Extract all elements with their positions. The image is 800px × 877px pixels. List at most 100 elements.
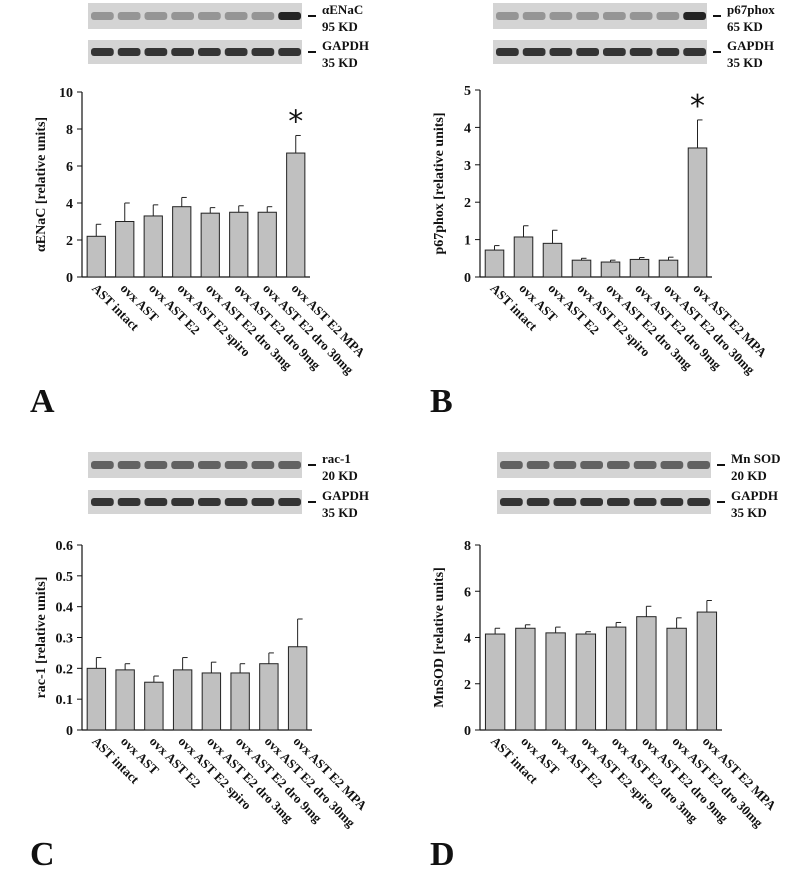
- error-bar: [524, 624, 531, 629]
- bar: [259, 663, 279, 731]
- bar: [484, 249, 505, 278]
- blot-band: [117, 461, 141, 469]
- blot-label: GAPDH: [731, 488, 778, 503]
- error-bar: [153, 675, 159, 683]
- blot-band: [553, 461, 577, 469]
- blot-band: [144, 498, 168, 506]
- blot-band: [633, 461, 657, 469]
- bar: [687, 147, 708, 278]
- y-axis-label: αENaC [relative units]: [34, 117, 49, 252]
- blot-band: [603, 12, 626, 20]
- bar: [515, 627, 536, 731]
- y-tick-label: 8: [464, 539, 471, 554]
- blot-band: [224, 498, 248, 506]
- annotation: *: [690, 89, 705, 124]
- error-bar: [295, 134, 301, 154]
- error-bar: [523, 225, 529, 237]
- bar: [257, 211, 277, 278]
- bar: [571, 259, 592, 278]
- blot-label: αENaC: [322, 2, 363, 17]
- error-bar: [124, 663, 131, 670]
- error-bar: [181, 196, 187, 207]
- error-bar: [581, 257, 587, 261]
- blot-band: [607, 461, 630, 469]
- y-tick-label: 0: [66, 724, 73, 739]
- blot-band: [278, 461, 301, 469]
- blot-label: GAPDH: [322, 488, 369, 503]
- blot-band: [144, 48, 168, 56]
- y-tick-label: 0.3: [56, 632, 74, 647]
- bar: [696, 611, 718, 731]
- blot-band: [576, 48, 599, 56]
- y-tick-label: 4: [464, 632, 471, 647]
- error-bar: [239, 663, 246, 673]
- blot-band: [251, 461, 275, 469]
- panel-letter: A: [30, 383, 55, 420]
- blot-band: [198, 461, 221, 469]
- blot-band: [633, 498, 657, 506]
- bar: [201, 672, 222, 731]
- y-tick-label: 4: [464, 121, 471, 136]
- blot-label: p67phox: [727, 2, 775, 17]
- error-bar: [697, 119, 703, 148]
- error-bar: [639, 257, 645, 260]
- bar: [484, 633, 506, 731]
- y-tick-label: 0: [66, 271, 73, 286]
- error-bar: [645, 605, 652, 617]
- y-tick-label: 3: [464, 159, 471, 174]
- blot-size: 20 KD: [731, 468, 767, 483]
- blot-band: [522, 12, 546, 20]
- blot-label: GAPDH: [727, 38, 774, 53]
- blot-band: [251, 498, 275, 506]
- error-bar: [668, 256, 674, 261]
- bar: [545, 632, 566, 731]
- y-axis-label: p67phox [relative units]: [432, 112, 447, 254]
- blot-band: [687, 461, 710, 469]
- blot-band: [660, 461, 684, 469]
- bar: [172, 669, 193, 731]
- blot-band: [224, 48, 248, 56]
- y-tick-label: 0.4: [56, 601, 74, 616]
- y-tick-label: 6: [66, 160, 73, 175]
- blot-band: [224, 461, 248, 469]
- blot-band: [549, 48, 573, 56]
- bar: [605, 626, 627, 731]
- panel-letter: B: [430, 383, 453, 420]
- blot-band: [198, 48, 221, 56]
- error-bar: [95, 223, 102, 237]
- error-bar: [182, 657, 188, 670]
- blot-band: [526, 498, 550, 506]
- blot-label: GAPDH: [322, 38, 369, 53]
- bar: [115, 669, 135, 731]
- blot-band: [171, 48, 194, 56]
- y-tick-label: 2: [464, 196, 471, 211]
- blot-band: [496, 48, 519, 56]
- blot-band: [278, 48, 301, 56]
- blot-label: rac-1: [322, 451, 351, 466]
- error-bar: [706, 600, 712, 613]
- blot-band: [91, 498, 114, 506]
- bar: [86, 235, 106, 278]
- bar: [200, 212, 220, 278]
- blot-band: [117, 48, 141, 56]
- blot-band: [171, 461, 194, 469]
- y-axis-label: rac-1 [relative units]: [34, 577, 49, 699]
- error-bar: [555, 626, 561, 633]
- blot-band: [660, 498, 684, 506]
- bar: [629, 258, 650, 278]
- blot-band: [171, 498, 194, 506]
- blot-band: [117, 12, 141, 20]
- y-axis-label: MnSOD [relative units]: [432, 567, 447, 708]
- panel-letter: C: [30, 836, 55, 873]
- blot-band: [656, 48, 680, 56]
- y-tick-label: 0: [464, 724, 471, 739]
- blot-band: [496, 12, 519, 20]
- bar: [229, 211, 249, 278]
- error-bar: [552, 229, 558, 244]
- blot-size: 35 KD: [727, 55, 763, 70]
- blot-size: 95 KD: [322, 19, 358, 34]
- blot-band: [251, 12, 275, 20]
- bar: [575, 633, 597, 731]
- bar: [666, 627, 687, 731]
